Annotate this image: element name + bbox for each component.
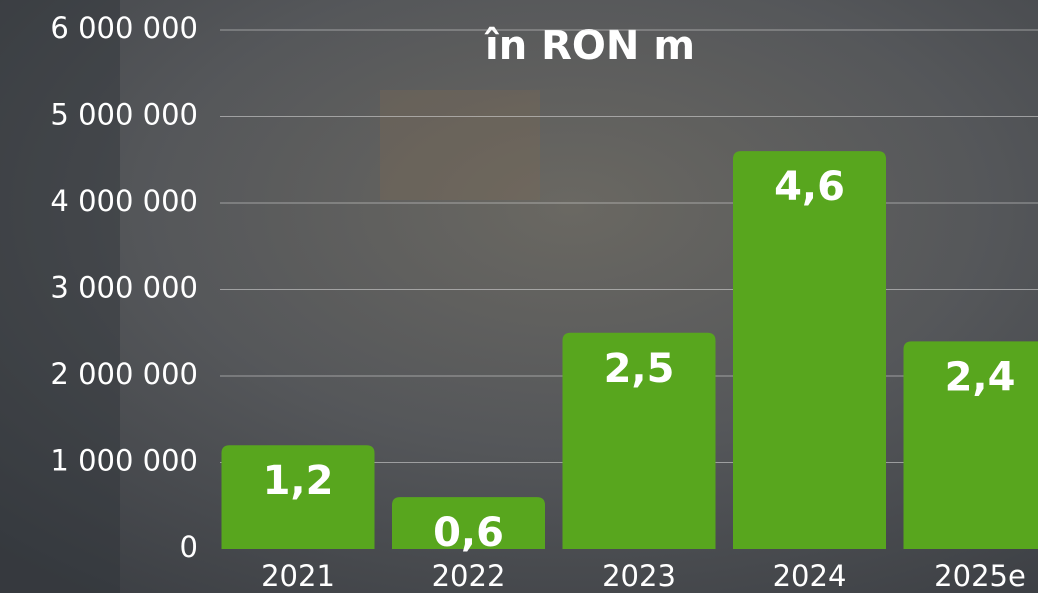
chart: în RON m 01 000 0002 000 0003 000 0004 0… — [0, 0, 1038, 593]
y-tick-label: 6 000 000 — [50, 11, 198, 45]
y-tick-label: 3 000 000 — [50, 271, 198, 305]
y-tick-label: 0 — [180, 530, 198, 564]
y-tick-label: 4 000 000 — [50, 184, 198, 218]
value-label: 2,5 — [604, 346, 675, 392]
value-label: 1,2 — [263, 458, 334, 504]
background-blur — [380, 90, 540, 200]
x-tick-label: 2024 — [773, 559, 847, 593]
page: în RON m 01 000 0002 000 0003 000 0004 0… — [0, 0, 1038, 593]
value-label: 2,4 — [945, 354, 1016, 400]
y-tick-label: 2 000 000 — [50, 357, 198, 391]
value-label: 0,6 — [433, 510, 504, 556]
x-tick-label: 2022 — [432, 559, 506, 593]
bar — [733, 151, 886, 549]
y-tick-label: 5 000 000 — [50, 98, 198, 132]
x-tick-label: 2023 — [602, 559, 676, 593]
y-tick-label: 1 000 000 — [50, 444, 198, 478]
value-label: 4,6 — [774, 164, 845, 210]
x-tick-label: 2025e — [934, 559, 1026, 593]
x-tick-label: 2021 — [261, 559, 335, 593]
